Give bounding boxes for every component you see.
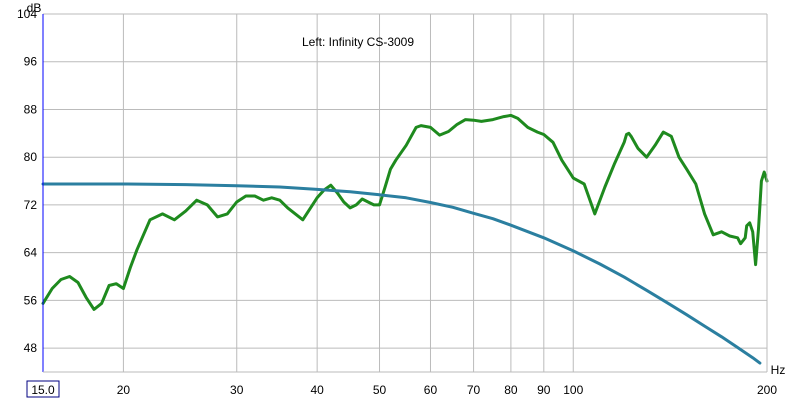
x-tick-label: 40 bbox=[310, 383, 324, 397]
y-tick-label: 48 bbox=[24, 341, 38, 355]
y-tick-label: 64 bbox=[24, 246, 38, 260]
x-tick-label: 50 bbox=[373, 383, 387, 397]
x-tick-label: 90 bbox=[537, 383, 551, 397]
x-start-tick-box bbox=[26, 380, 60, 398]
series-layer bbox=[41, 113, 769, 365]
y-tick-label: 80 bbox=[24, 150, 38, 164]
measured-response-line bbox=[41, 113, 769, 311]
x-tick-label: 200 bbox=[757, 383, 777, 397]
x-tick-label: 70 bbox=[467, 383, 481, 397]
y-tick-label: 88 bbox=[24, 102, 38, 116]
y-tick-label: 104 bbox=[17, 7, 37, 21]
target-curve-line bbox=[41, 182, 762, 365]
x-tick-label: 15.0 bbox=[31, 383, 55, 397]
x-tick-label: 20 bbox=[117, 383, 131, 397]
x-tick-label: 100 bbox=[563, 383, 583, 397]
x-tick-label: 80 bbox=[504, 383, 518, 397]
y-tick-label: 96 bbox=[24, 55, 38, 69]
chart-title: Left: Infinity CS-3009 bbox=[302, 35, 414, 49]
x-tick-label: 30 bbox=[230, 383, 244, 397]
x-axis-unit: Hz bbox=[771, 363, 786, 377]
y-axis-unit: dB bbox=[27, 1, 42, 15]
y-tick-label: 72 bbox=[24, 198, 38, 212]
x-tick-labels: 15.0 20 30 40 50 60 70 80 90 100 200 bbox=[26, 380, 777, 398]
y-tick-label: 56 bbox=[24, 293, 38, 307]
x-tick-label: 60 bbox=[424, 383, 438, 397]
y-tick-labels: 48 56 64 72 80 88 96 104 bbox=[17, 7, 37, 355]
plot-background bbox=[43, 14, 767, 372]
